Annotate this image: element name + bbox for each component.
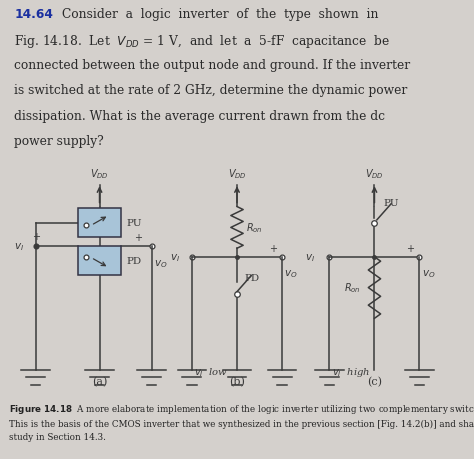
Text: +: + xyxy=(269,243,276,253)
Bar xyxy=(78,209,121,238)
Text: Fig. 14.18.  Let  $V_{DD}$ = 1 V,  and  let  a  5-fF  capacitance  be: Fig. 14.18. Let $V_{DD}$ = 1 V, and let … xyxy=(14,33,391,50)
Text: PD: PD xyxy=(244,274,259,283)
Text: $v_I$: $v_I$ xyxy=(170,252,181,263)
Text: power supply?: power supply? xyxy=(14,134,104,148)
Text: dissipation. What is the average current drawn from the dc: dissipation. What is the average current… xyxy=(14,109,385,122)
Text: is switched at the rate of 2 GHz, determine the dynamic power: is switched at the rate of 2 GHz, determ… xyxy=(14,84,408,97)
Text: (c): (c) xyxy=(367,376,382,387)
Text: $v_O$: $v_O$ xyxy=(154,258,168,270)
Text: PU: PU xyxy=(127,218,142,228)
Text: $v_I$: $v_I$ xyxy=(14,240,24,252)
Text: +: + xyxy=(406,243,414,253)
Text: $v_I$  low: $v_I$ low xyxy=(194,365,228,378)
Text: $v_I$  high: $v_I$ high xyxy=(332,365,370,378)
Text: Consider  a  logic  inverter  of  the  type  shown  in: Consider a logic inverter of the type sh… xyxy=(62,8,378,21)
Text: 14.64: 14.64 xyxy=(14,8,53,21)
Text: $v_I$: $v_I$ xyxy=(305,252,316,263)
Text: $V_{DD}$: $V_{DD}$ xyxy=(228,167,246,180)
Bar xyxy=(78,246,121,275)
Text: (a): (a) xyxy=(92,376,107,387)
Text: connected between the output node and ground. If the inverter: connected between the output node and gr… xyxy=(14,59,410,72)
Text: +: + xyxy=(135,232,142,242)
Text: PD: PD xyxy=(127,256,142,265)
Text: PU: PU xyxy=(384,199,400,208)
Text: +: + xyxy=(32,231,39,241)
Text: $R_{on}$: $R_{on}$ xyxy=(246,221,262,235)
Text: $V_{DD}$: $V_{DD}$ xyxy=(90,167,109,180)
Text: $\bf{Figure\ 14.18}$  A more elaborate implementation of the logic inverter util: $\bf{Figure\ 14.18}$ A more elaborate im… xyxy=(9,402,474,441)
Text: $V_{DD}$: $V_{DD}$ xyxy=(365,167,384,180)
Text: $v_O$: $v_O$ xyxy=(284,268,298,279)
Text: $R_{on}$: $R_{on}$ xyxy=(344,281,360,295)
Text: (b): (b) xyxy=(229,376,245,387)
Text: $v_O$: $v_O$ xyxy=(422,268,436,279)
